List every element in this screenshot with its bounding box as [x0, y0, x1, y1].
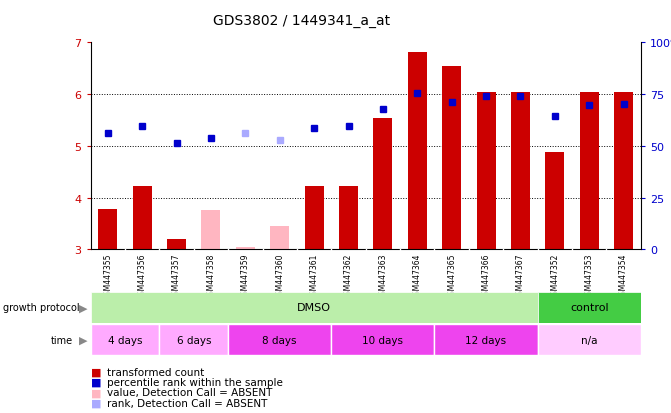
Bar — [305, 187, 323, 250]
Bar — [374, 118, 393, 250]
Bar — [339, 187, 358, 250]
Text: GSM447367: GSM447367 — [516, 253, 525, 299]
Bar — [580, 93, 599, 250]
Text: n/a: n/a — [581, 335, 597, 345]
Text: GSM447360: GSM447360 — [275, 253, 285, 299]
Text: value, Detection Call = ABSENT: value, Detection Call = ABSENT — [107, 387, 272, 397]
Bar — [133, 187, 152, 250]
Text: GSM447364: GSM447364 — [413, 253, 422, 299]
Text: ■: ■ — [91, 367, 101, 377]
Text: 8 days: 8 days — [262, 335, 297, 345]
Bar — [91, 292, 537, 323]
Text: control: control — [570, 302, 609, 313]
Text: ■: ■ — [91, 387, 101, 397]
Text: GSM447363: GSM447363 — [378, 253, 387, 299]
Bar — [201, 210, 220, 250]
Text: DMSO: DMSO — [297, 302, 331, 313]
Text: 10 days: 10 days — [362, 335, 403, 345]
Text: 4 days: 4 days — [108, 335, 142, 345]
Text: ▶: ▶ — [79, 335, 87, 345]
Bar — [99, 210, 117, 250]
Bar — [537, 324, 641, 355]
Text: GDS3802 / 1449341_a_at: GDS3802 / 1449341_a_at — [213, 14, 391, 28]
Bar — [167, 240, 186, 250]
Text: time: time — [50, 335, 72, 345]
Text: transformed count: transformed count — [107, 367, 205, 377]
Text: ▶: ▶ — [79, 302, 87, 313]
Text: GSM447359: GSM447359 — [241, 253, 250, 299]
Text: GSM447362: GSM447362 — [344, 253, 353, 299]
Text: GSM447352: GSM447352 — [550, 253, 560, 299]
Bar — [408, 52, 427, 250]
Bar — [511, 93, 530, 250]
Text: growth protocol: growth protocol — [3, 302, 80, 313]
Bar — [546, 153, 564, 250]
Text: ■: ■ — [91, 377, 101, 387]
Bar — [442, 66, 461, 250]
Bar — [228, 324, 331, 355]
Bar — [160, 324, 228, 355]
Bar — [614, 93, 633, 250]
Bar — [331, 324, 435, 355]
Text: GSM447355: GSM447355 — [103, 253, 112, 299]
Bar — [91, 324, 160, 355]
Bar — [270, 227, 289, 250]
Bar — [476, 93, 495, 250]
Text: rank, Detection Call = ABSENT: rank, Detection Call = ABSENT — [107, 398, 268, 408]
Text: 12 days: 12 days — [466, 335, 507, 345]
Text: GSM447358: GSM447358 — [207, 253, 215, 299]
Text: GSM447366: GSM447366 — [482, 253, 491, 299]
Text: ■: ■ — [91, 398, 101, 408]
Text: percentile rank within the sample: percentile rank within the sample — [107, 377, 283, 387]
Text: GSM447356: GSM447356 — [138, 253, 147, 299]
Text: GSM447357: GSM447357 — [172, 253, 181, 299]
Text: 6 days: 6 days — [176, 335, 211, 345]
Text: GSM447361: GSM447361 — [309, 253, 319, 299]
Text: GSM447365: GSM447365 — [447, 253, 456, 299]
Bar — [236, 247, 255, 250]
Text: GSM447354: GSM447354 — [619, 253, 628, 299]
Text: GSM447353: GSM447353 — [584, 253, 594, 299]
Bar — [435, 324, 537, 355]
Bar — [537, 292, 641, 323]
